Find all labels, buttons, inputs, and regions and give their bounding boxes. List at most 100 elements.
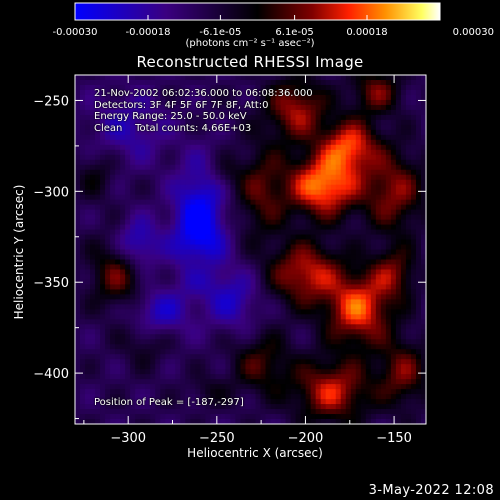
heatmap-cell	[170, 299, 176, 305]
heatmap-cell	[280, 324, 287, 330]
heatmap-cell	[75, 204, 81, 211]
heatmap-cell	[400, 149, 407, 156]
heatmap-cell	[215, 339, 222, 345]
heatmap-cell	[220, 289, 227, 295]
heatmap-cell	[360, 299, 367, 305]
heatmap-cell	[360, 219, 367, 226]
heatmap-cell	[330, 379, 337, 385]
heatmap-cell	[330, 129, 337, 136]
heatmap-cell	[325, 394, 332, 400]
heatmap-cell	[115, 234, 121, 241]
heatmap-cell	[390, 389, 397, 395]
heatmap-cell	[205, 269, 211, 276]
heatmap-cell	[95, 299, 101, 305]
heatmap-cell	[175, 299, 181, 305]
heatmap-cell	[250, 249, 257, 256]
heatmap-cell	[125, 269, 131, 276]
heatmap-cell	[300, 149, 307, 156]
heatmap-cell	[200, 259, 206, 266]
heatmap-cell	[160, 154, 166, 161]
heatmap-cell	[235, 349, 242, 355]
heatmap-cell	[85, 349, 91, 355]
heatmap-cell	[345, 404, 352, 410]
heatmap-cell	[285, 199, 292, 206]
heatmap-cell	[75, 294, 81, 300]
heatmap-cell	[150, 199, 156, 206]
heatmap-cell	[395, 249, 402, 256]
heatmap-cell	[75, 129, 81, 136]
heatmap-cell	[365, 309, 372, 315]
heatmap-cell	[235, 394, 242, 400]
heatmap-cell	[140, 374, 146, 380]
heatmap-cell	[375, 189, 382, 196]
heatmap-cell	[335, 354, 342, 360]
heatmap-cell	[155, 219, 161, 226]
heatmap-cell	[350, 259, 357, 266]
heatmap-cell	[160, 319, 166, 325]
heatmap-cell	[265, 374, 272, 380]
heatmap-cell	[380, 344, 387, 350]
heatmap-cell	[390, 174, 397, 181]
heatmap-cell	[290, 174, 297, 181]
heatmap-cell	[330, 149, 337, 156]
heatmap-cell	[155, 139, 161, 146]
heatmap-cell	[195, 89, 201, 96]
heatmap-cell	[190, 164, 196, 171]
heatmap-cell	[110, 134, 116, 141]
heatmap-cell	[235, 214, 242, 221]
heatmap-cell	[160, 159, 166, 166]
heatmap-cell	[215, 179, 222, 186]
heatmap-cell	[145, 99, 151, 106]
heatmap-cell	[315, 419, 322, 424]
heatmap-cell	[145, 204, 151, 211]
heatmap-cell	[175, 244, 181, 251]
heatmap-cell	[285, 309, 292, 315]
heatmap-cell	[140, 399, 146, 405]
heatmap-cell	[170, 289, 176, 295]
heatmap-cell	[335, 364, 342, 370]
heatmap-cell	[310, 344, 317, 350]
heatmap-cell	[150, 364, 156, 370]
heatmap-cell	[140, 294, 146, 300]
heatmap-cell	[390, 294, 397, 300]
heatmap-cell	[345, 354, 352, 360]
heatmap-cell	[140, 249, 146, 256]
heatmap-cell	[410, 209, 417, 216]
heatmap-cell	[335, 284, 342, 290]
heatmap-cell	[145, 139, 151, 146]
heatmap-cell	[330, 214, 337, 221]
heatmap-cell	[345, 329, 352, 335]
heatmap-cell	[345, 384, 352, 390]
heatmap-cell	[275, 169, 282, 176]
heatmap-cell	[360, 389, 367, 395]
heatmap-cell	[195, 119, 201, 126]
heatmap-cell	[265, 319, 272, 325]
heatmap-cell	[360, 324, 367, 330]
heatmap-cell	[390, 264, 397, 271]
heatmap-cell	[165, 249, 171, 256]
heatmap-cell	[360, 334, 367, 340]
heatmap-cell	[160, 399, 166, 405]
heatmap-cell	[280, 329, 287, 335]
heatmap-cell	[310, 89, 317, 96]
heatmap-cell	[110, 144, 116, 151]
heatmap-cell	[400, 354, 407, 360]
heatmap-cell	[305, 394, 312, 400]
heatmap-cell	[335, 339, 342, 345]
heatmap-cell	[100, 379, 106, 385]
heatmap-cell	[285, 174, 292, 181]
heatmap-cell	[175, 149, 181, 156]
heatmap-cell	[350, 89, 357, 96]
heatmap-cell	[225, 349, 232, 355]
heatmap-cell	[180, 274, 186, 281]
heatmap-cell	[185, 174, 191, 181]
heatmap-cell	[390, 284, 397, 290]
heatmap-cell	[375, 79, 382, 86]
heatmap-cell	[170, 129, 176, 136]
heatmap-cell	[300, 239, 307, 246]
heatmap-cell	[270, 184, 277, 191]
heatmap-cell	[220, 284, 227, 290]
heatmap-cell	[85, 184, 91, 191]
heatmap-cell	[140, 359, 146, 365]
heatmap-cell	[175, 384, 181, 390]
